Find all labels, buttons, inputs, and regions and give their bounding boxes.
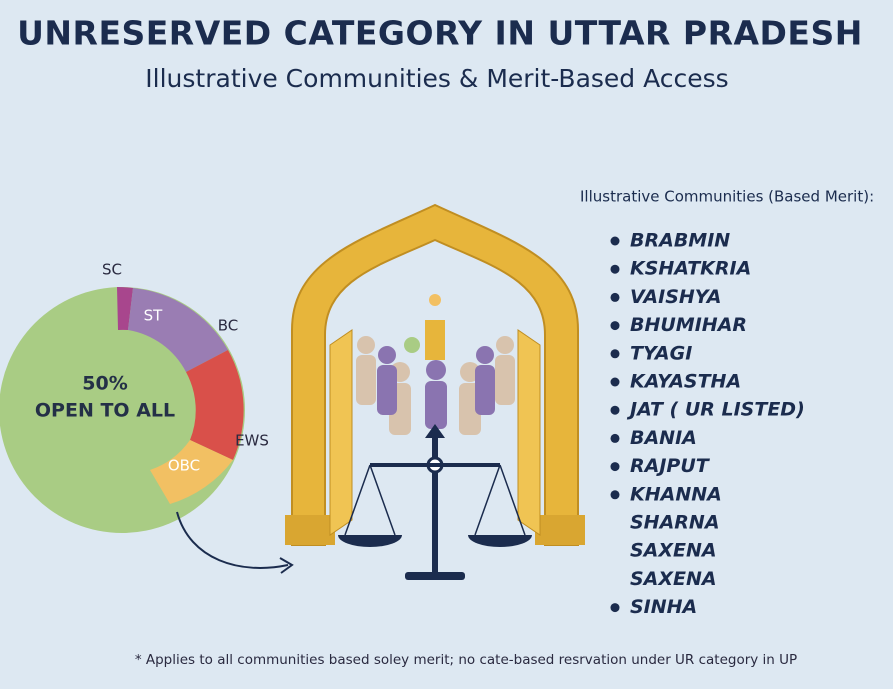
- community: SAXENA: [630, 568, 717, 590]
- st-label: ST: [144, 307, 164, 325]
- bullet: [610, 462, 620, 472]
- bullet: [610, 264, 620, 274]
- arrow-head: [279, 557, 294, 574]
- bullet: [610, 490, 620, 500]
- community-list: BRABMIN KSHATKRIA VAISHYA BHUMIHAR TYAGI KAYA…: [610, 230, 805, 618]
- community: TYAGI: [630, 342, 692, 364]
- obc-segment: [150, 440, 233, 504]
- footnote: * Applies to all communities based soley…: [135, 652, 797, 668]
- bullet: [610, 236, 620, 246]
- community: KAYASTHA: [630, 371, 741, 393]
- community: BANIA: [630, 427, 697, 449]
- bullet: [610, 292, 620, 302]
- sc-label: SC: [102, 261, 122, 279]
- center-value: 50%: [82, 373, 127, 395]
- bullet: [610, 377, 620, 387]
- gate: [285, 203, 585, 580]
- title: UNRESERVED CATEGORY IN UTTAR PRADESH: [17, 14, 863, 53]
- bullet: [610, 349, 620, 359]
- subtitle: Illustrative Communities & Merit-Based A…: [145, 64, 728, 93]
- bc-segment: [186, 350, 244, 460]
- community: KSHATKRIA: [630, 258, 751, 280]
- donut: SC ST BC EWS OBC 50% OPEN TO ALL: [0, 261, 269, 533]
- ews-label: EWS: [235, 432, 269, 450]
- community: SINHA: [630, 596, 697, 618]
- center-text: OPEN TO ALL: [35, 400, 175, 422]
- bullet: [610, 603, 620, 613]
- st-segment: [128, 288, 228, 372]
- arrow: [176, 511, 289, 569]
- bullet: [610, 321, 620, 331]
- bullet: [610, 405, 620, 415]
- community: SAXENA: [630, 540, 717, 562]
- community: RAJPUT: [630, 455, 711, 477]
- list-heading: Illustrative Communities (Based Merit):: [580, 188, 874, 206]
- community: KHANNA: [630, 483, 722, 505]
- obc-label: OBC: [168, 457, 200, 475]
- community: VAISHYA: [630, 286, 721, 308]
- sc-segment: [117, 286, 133, 330]
- community: JAT ( UR LISTED): [626, 399, 805, 421]
- community: SHARNA: [630, 512, 720, 534]
- bc-label: BC: [218, 317, 239, 335]
- community: BHUMIHAR: [630, 314, 747, 336]
- community: BRABMIN: [630, 230, 730, 252]
- bullet: [610, 433, 620, 443]
